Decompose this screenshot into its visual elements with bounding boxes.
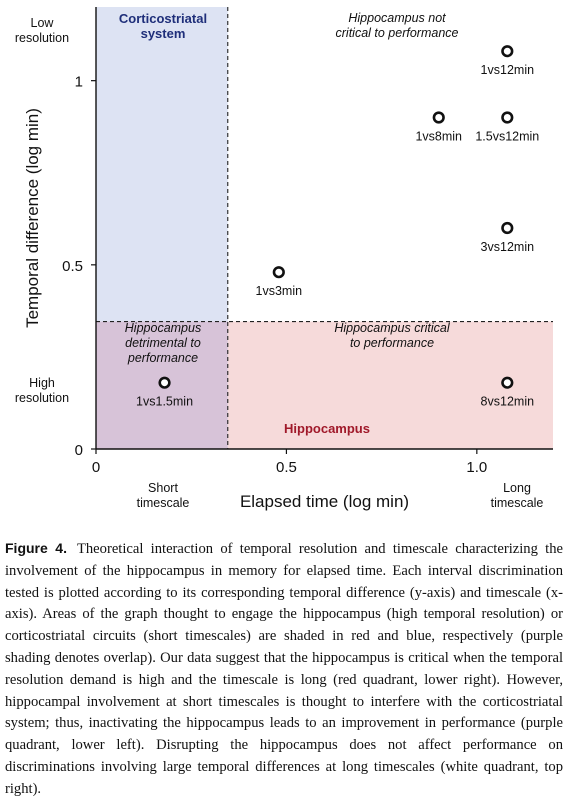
- high-resolution-label: High resolution: [15, 376, 69, 405]
- not-critical-annotation: Hippocampus not critical to performance: [336, 11, 459, 40]
- y-tick-label: 1: [75, 74, 83, 91]
- data-point: [501, 45, 514, 58]
- x-tick-label: 1.0: [466, 459, 487, 476]
- corticostriatal-region: [96, 7, 228, 322]
- figure-caption: Figure 4. Theoretical interaction of temp…: [5, 538, 563, 801]
- data-point-label: 1vs1.5min: [136, 395, 193, 409]
- data-point: [158, 376, 171, 389]
- data-point: [501, 111, 514, 124]
- data-point: [432, 111, 445, 124]
- y-tick-label: 0: [75, 442, 83, 459]
- x-tick-label: 0.5: [276, 459, 297, 476]
- data-point-label: 1.5vs12min: [475, 130, 539, 144]
- data-point-label: 1vs12min: [481, 63, 535, 77]
- data-point: [501, 376, 514, 389]
- low-resolution-label: Low resolution: [15, 16, 69, 45]
- short-timescale-label: Short timescale: [137, 481, 190, 510]
- chart: 0 0.5 1.0 0 0.5 1 Elapsed time (log min) Tempor…: [15, 7, 554, 511]
- data-point: [501, 221, 514, 235]
- x-axis-title: Elapsed time (log min): [240, 492, 409, 511]
- hippocampus-title: Hippocampus: [284, 421, 370, 436]
- long-timescale-label: Long timescale: [491, 481, 544, 510]
- data-point-label: 1vs3min: [256, 284, 303, 298]
- corticostriatal-title: Corticostriatal system: [119, 11, 207, 41]
- critical-annotation: Hippocampus critical to performance: [334, 321, 451, 350]
- data-point: [272, 266, 285, 279]
- y-axis-title: Temporal difference (log min): [23, 108, 42, 328]
- data-point-label: 3vs12min: [481, 240, 535, 254]
- x-tick-label: 0: [92, 459, 100, 476]
- overlap-annotation: Hippocampus detrimental to performance: [125, 321, 201, 365]
- data-point-label: 8vs12min: [481, 395, 535, 409]
- figure-label: Figure 4.: [5, 540, 67, 556]
- hippocampus-region: [227, 321, 554, 449]
- caption-text: Theoretical interaction of temporal reso…: [5, 541, 563, 797]
- y-tick-label: 0.5: [62, 258, 83, 275]
- data-point-label: 1vs8min: [415, 130, 462, 144]
